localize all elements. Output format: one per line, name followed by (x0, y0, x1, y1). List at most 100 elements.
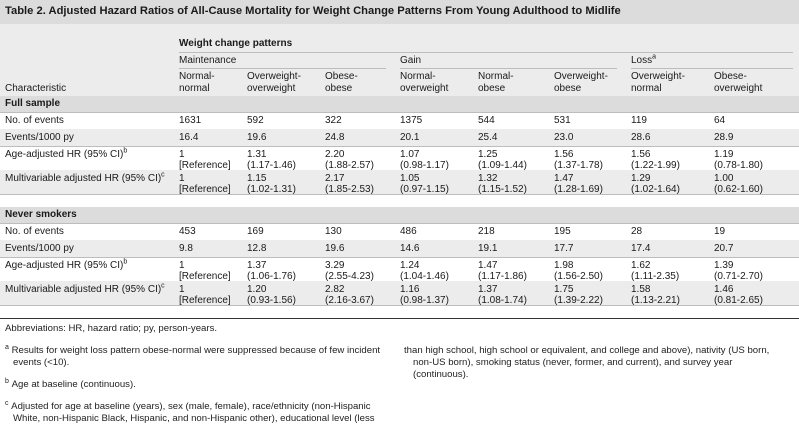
footnote-a-line-1: Results for weight loss pattern obese-no… (11, 345, 381, 356)
table-cell: 19.1 (478, 243, 498, 254)
table-cell: 1.19 (714, 149, 734, 160)
row-background (0, 240, 799, 257)
column-header-line: normal (631, 82, 662, 94)
table-cell: [Reference] (179, 183, 231, 195)
footnote-marker: c (161, 282, 165, 290)
table-cell: [Reference] (179, 294, 231, 306)
footnote-c-line-3: than high school, high school or equival… (404, 345, 770, 356)
table-cell: 531 (554, 115, 571, 126)
group-header-rule (179, 52, 793, 53)
table-cell: 1.24 (400, 260, 420, 271)
footnote-marker: c (161, 171, 165, 179)
table-cell: 1.46 (714, 284, 734, 295)
table-cell: (0.78-1.80) (714, 159, 763, 171)
subgroup-loss-label: Loss (631, 55, 653, 66)
table-cell: 1375 (400, 115, 423, 126)
column-header-line: Obese- (325, 71, 358, 82)
table-header-band (0, 24, 799, 96)
table-cell: 486 (400, 226, 417, 237)
table-cell: 3.29 (325, 260, 345, 271)
table-cell: 20.1 (400, 132, 420, 143)
footnote-marker: b (123, 147, 128, 155)
row-label: Age-adjusted HR (95% CI)b (5, 147, 128, 161)
table-cell: 1.29 (631, 173, 651, 184)
table-cell: 19.6 (325, 243, 345, 254)
row-label: No. of events (5, 226, 64, 238)
column-header-line: overweight (714, 82, 763, 94)
table-cell: (1.28-1.69) (554, 183, 603, 195)
table-cell: 2.82 (325, 284, 345, 295)
table-cell: (1.56-2.50) (554, 270, 603, 282)
table-cell: 322 (325, 115, 342, 126)
table-cell: 24.8 (325, 132, 345, 143)
row-rule (0, 305, 799, 306)
row-label: No. of events (5, 115, 64, 127)
table-cell: (0.81-2.65) (714, 294, 763, 306)
table-cell: 2.17 (325, 173, 345, 184)
table-cell: 2.20 (325, 149, 345, 160)
footnote-c-line-1: Adjusted for age at baseline (years), se… (11, 401, 371, 412)
table-cell: (1.04-1.46) (400, 270, 449, 282)
table-cell: 1.39 (714, 260, 734, 271)
table-cell: 1.37 (247, 260, 267, 271)
section-title: Full sample (5, 98, 61, 109)
row-rule (0, 257, 799, 258)
table-cell: 1.62 (631, 260, 651, 271)
row-background (0, 170, 799, 194)
table-cell: 1.75 (554, 284, 574, 295)
table-cell: 544 (478, 115, 495, 126)
table-cell: 453 (179, 226, 196, 237)
row-label: Age-adjusted HR (95% CI)b (5, 259, 127, 272)
table-cell: 1.37 (478, 284, 498, 295)
table-cell: (2.16-3.67) (325, 294, 374, 306)
table-cell: 1.20 (247, 284, 267, 295)
table-cell: 16.4 (179, 132, 199, 143)
section-rule (0, 112, 799, 113)
table-cell: 1 (179, 260, 185, 271)
table-cell: 28 (631, 226, 643, 237)
table-cell: 1.05 (400, 173, 420, 184)
column-header-line: Overweight- (631, 71, 685, 82)
table-cell: 20.7 (714, 243, 734, 254)
footnote-c-line-2: White, non-Hispanic Black, Hispanic, and… (13, 413, 375, 424)
footnote-a-marker: a (5, 343, 9, 351)
footnote-c-line-4: non-US born), smoking status (never, for… (413, 357, 733, 368)
table-cell: (1.06-1.76) (247, 270, 296, 282)
table-cell: 592 (247, 115, 264, 126)
table-cell: 64 (714, 115, 726, 126)
footnote-c-line-5: (continuous). (413, 369, 469, 380)
column-header-line: obese (554, 82, 582, 94)
table-cell: 1.58 (631, 284, 651, 295)
table-cell: (2.55-4.23) (325, 270, 374, 282)
column-header-line: obese (325, 82, 353, 94)
row-label: Multivariable adjusted HR (95% CI)c (5, 171, 165, 185)
table-cell: 19.6 (247, 132, 267, 143)
column-header-line: Normal- (400, 71, 436, 82)
table-cell: 169 (247, 226, 264, 237)
table-cell: (1.17-1.46) (247, 159, 296, 171)
table-cell: 1.15 (247, 173, 267, 184)
column-header-line: overweight (247, 82, 296, 94)
maintenance-rule (179, 68, 386, 69)
table-cell: (0.93-1.56) (247, 294, 296, 306)
table-cell: 1.98 (554, 260, 574, 271)
table-cell: (1.02-1.64) (631, 183, 680, 195)
table-cell: 1 (179, 149, 185, 160)
table-cell: (1.08-1.74) (478, 294, 527, 306)
row-rule (0, 146, 799, 147)
gain-rule (400, 68, 617, 69)
table-cell: 1.32 (478, 173, 498, 184)
section-header-row (0, 96, 799, 112)
table-cell: 1 (179, 173, 185, 184)
footnote-b-marker: b (5, 377, 9, 385)
table-cell: 17.4 (631, 243, 651, 254)
subgroup-loss: Lossa (631, 54, 656, 67)
loss-rule (631, 68, 793, 69)
table-cell: (0.97-1.15) (400, 183, 449, 195)
table-cell: (1.02-1.31) (247, 183, 296, 195)
table-cell: (1.11-2.35) (631, 270, 680, 282)
row-label-text: Age-adjusted HR (95% CI) (5, 149, 124, 160)
row-label-text: Multivariable adjusted HR (95% CI) (5, 284, 162, 295)
table-cell: (1.39-2.22) (554, 294, 603, 306)
group-header: Weight change patterns (179, 38, 293, 49)
